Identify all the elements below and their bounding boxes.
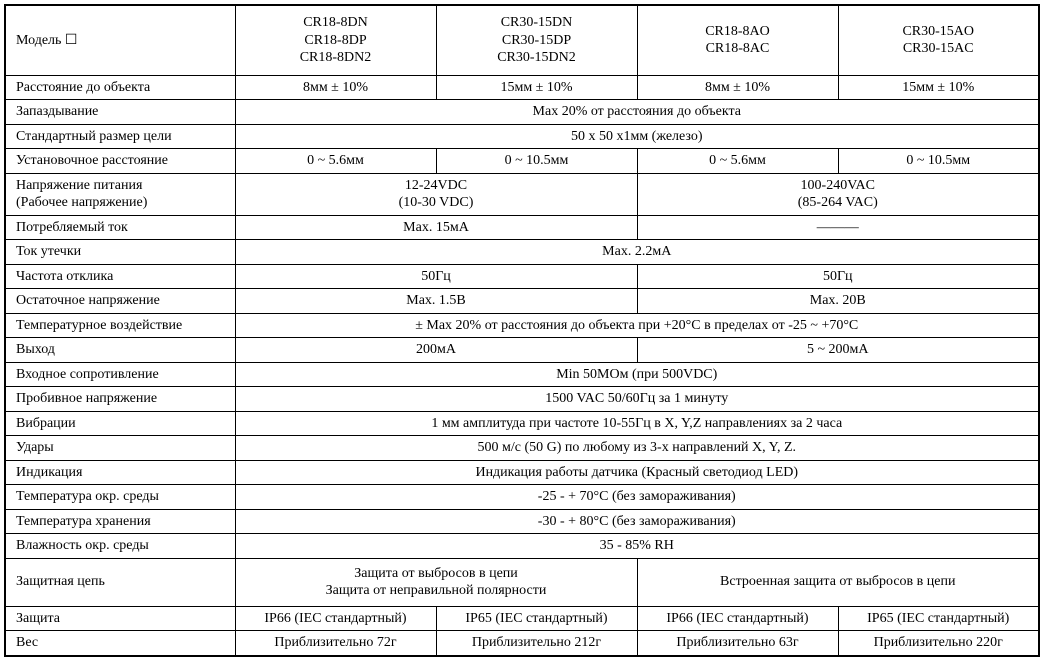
row-label: Температура окр. среды (5, 485, 235, 510)
cell: 1 мм амплитуда при частоте 10-55Гц в X, … (235, 411, 1039, 436)
cell: Защита от выбросов в цепи Защита от непр… (235, 558, 637, 606)
cell: Max 20% от расстояния до объекта (235, 100, 1039, 125)
cell: -25 - + 70°C (без замораживания) (235, 485, 1039, 510)
cell: 8мм ± 10% (637, 75, 838, 100)
cell: IP65 (IEC стандартный) (838, 606, 1039, 631)
table-header-row: Модель ☐ CR18-8DN CR18-8DP CR18-8DN2 CR3… (5, 5, 1039, 75)
header-col2: CR30-15DN CR30-15DP CR30-15DN2 (436, 5, 637, 75)
row-residual: Остаточное напряжение Max. 1.5В Max. 20В (5, 289, 1039, 314)
header-model-label: Модель ☐ (5, 5, 235, 75)
row-vibration: Вибрации 1 мм амплитуда при частоте 10-5… (5, 411, 1039, 436)
cell: 5 ~ 200мА (637, 338, 1039, 363)
row-label: Установочное расстояние (5, 149, 235, 174)
row-resp-freq: Частота отклика 50Гц 50Гц (5, 264, 1039, 289)
row-label: Влажность окр. среды (5, 534, 235, 559)
cell: Min 50MОм (при 500VDC) (235, 362, 1039, 387)
row-leakage: Ток утечки Max. 2.2мА (5, 240, 1039, 265)
cell: 100-240VAC (85-264 VAC) (637, 173, 1039, 215)
cell: 0 ~ 5.6мм (235, 149, 436, 174)
row-label: Напряжение питания (Рабочее напряжение) (5, 173, 235, 215)
cell: 200мА (235, 338, 637, 363)
row-output: Выход 200мА 5 ~ 200мА (5, 338, 1039, 363)
row-label: Индикация (5, 460, 235, 485)
row-set-distance: Установочное расстояние 0 ~ 5.6мм 0 ~ 10… (5, 149, 1039, 174)
cell: ——— (637, 215, 1039, 240)
row-humidity: Влажность окр. среды 35 - 85% RH (5, 534, 1039, 559)
row-shock: Удары 500 м/с (50 G) по любому из 3-х на… (5, 436, 1039, 461)
cell: IP66 (IEC стандартный) (235, 606, 436, 631)
header-col3: CR18-8AO CR18-8AC (637, 5, 838, 75)
row-storage-temp: Температура хранения -30 - + 80°C (без з… (5, 509, 1039, 534)
header-col4: CR30-15AO CR30-15AC (838, 5, 1039, 75)
row-protection: Защита IP66 (IEC стандартный) IP65 (IEC … (5, 606, 1039, 631)
row-label: Остаточное напряжение (5, 289, 235, 314)
row-label: Выход (5, 338, 235, 363)
row-label: Пробивное напряжение (5, 387, 235, 412)
cell: ± Max 20% от расстояния до объекта при +… (235, 313, 1039, 338)
cell: 35 - 85% RH (235, 534, 1039, 559)
row-label: Входное сопротивление (5, 362, 235, 387)
cell: Max. 2.2мА (235, 240, 1039, 265)
cell: Индикация работы датчика (Красный светод… (235, 460, 1039, 485)
cell: Встроенная защита от выбросов в цепи (637, 558, 1039, 606)
cell: 50Гц (637, 264, 1039, 289)
row-temp-influence: Температурное воздействие ± Max 20% от р… (5, 313, 1039, 338)
row-distance: Расстояние до объекта 8мм ± 10% 15мм ± 1… (5, 75, 1039, 100)
row-label: Удары (5, 436, 235, 461)
cell: 500 м/с (50 G) по любому из 3-х направле… (235, 436, 1039, 461)
row-indication: Индикация Индикация работы датчика (Крас… (5, 460, 1039, 485)
cell: 0 ~ 10.5мм (838, 149, 1039, 174)
cell: 12-24VDC (10-30 VDC) (235, 173, 637, 215)
row-label: Запаздывание (5, 100, 235, 125)
row-label: Температурное воздействие (5, 313, 235, 338)
row-supply-voltage: Напряжение питания (Рабочее напряжение) … (5, 173, 1039, 215)
row-label: Потребляемый ток (5, 215, 235, 240)
row-label: Стандартный размер цели (5, 124, 235, 149)
cell: Max. 20В (637, 289, 1039, 314)
row-prot-circuit: Защитная цепь Защита от выбросов в цепи … (5, 558, 1039, 606)
row-std-target: Стандартный размер цели 50 x 50 x1мм (же… (5, 124, 1039, 149)
row-label: Частота отклика (5, 264, 235, 289)
row-label: Защита (5, 606, 235, 631)
cell: 8мм ± 10% (235, 75, 436, 100)
row-op-temp: Температура окр. среды -25 - + 70°C (без… (5, 485, 1039, 510)
spec-table: Модель ☐ CR18-8DN CR18-8DP CR18-8DN2 CR3… (4, 4, 1040, 657)
cell: Max. 15мА (235, 215, 637, 240)
cell: 15мм ± 10% (436, 75, 637, 100)
row-delay: Запаздывание Max 20% от расстояния до об… (5, 100, 1039, 125)
row-label: Расстояние до объекта (5, 75, 235, 100)
cell: IP66 (IEC стандартный) (637, 606, 838, 631)
cell: IP65 (IEC стандартный) (436, 606, 637, 631)
cell: 50Гц (235, 264, 637, 289)
cell: -30 - + 80°C (без замораживания) (235, 509, 1039, 534)
row-label: Вибрации (5, 411, 235, 436)
cell: 0 ~ 5.6мм (637, 149, 838, 174)
row-label: Температура хранения (5, 509, 235, 534)
row-input-res: Входное сопротивление Min 50MОм (при 500… (5, 362, 1039, 387)
cell: Max. 1.5В (235, 289, 637, 314)
cell: 0 ~ 10.5мм (436, 149, 637, 174)
row-label: Ток утечки (5, 240, 235, 265)
row-consumption: Потребляемый ток Max. 15мА ——— (5, 215, 1039, 240)
cell: 15мм ± 10% (838, 75, 1039, 100)
row-breakdown: Пробивное напряжение 1500 VAC 50/60Гц за… (5, 387, 1039, 412)
row-label: Защитная цепь (5, 558, 235, 606)
cell: 1500 VAC 50/60Гц за 1 минуту (235, 387, 1039, 412)
cell: 50 x 50 x1мм (железо) (235, 124, 1039, 149)
header-col1: CR18-8DN CR18-8DP CR18-8DN2 (235, 5, 436, 75)
